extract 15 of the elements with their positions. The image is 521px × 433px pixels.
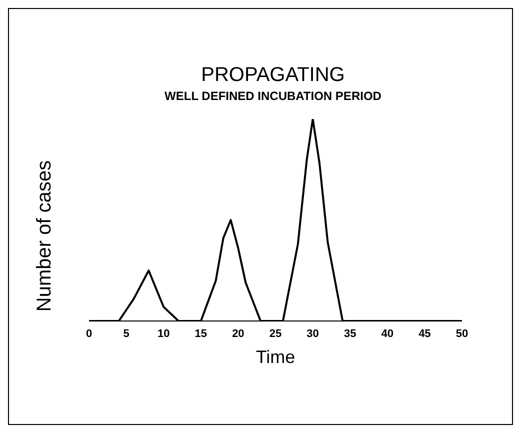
x-tick-label: 35 [344, 328, 356, 340]
x-tick-label: 5 [123, 328, 130, 340]
x-tick-label: 30 [306, 328, 319, 340]
x-tick-label: 15 [194, 328, 208, 340]
y-axis-title: Number of cases [34, 160, 56, 312]
x-tick-label: 45 [418, 328, 431, 340]
x-tick-label: 0 [86, 328, 92, 340]
x-tick-label: 25 [269, 328, 282, 340]
x-tick-label: 10 [157, 328, 170, 340]
chart-subtitle: WELL DEFINED INCUBATION PERIOD [164, 89, 382, 103]
chart-title: PROPAGATING [200, 64, 346, 87]
x-tick-label: 20 [232, 328, 244, 340]
x-tick-label: 40 [381, 328, 394, 340]
x-axis-title: Time [254, 347, 296, 368]
x-tick-label: 50 [456, 328, 468, 340]
